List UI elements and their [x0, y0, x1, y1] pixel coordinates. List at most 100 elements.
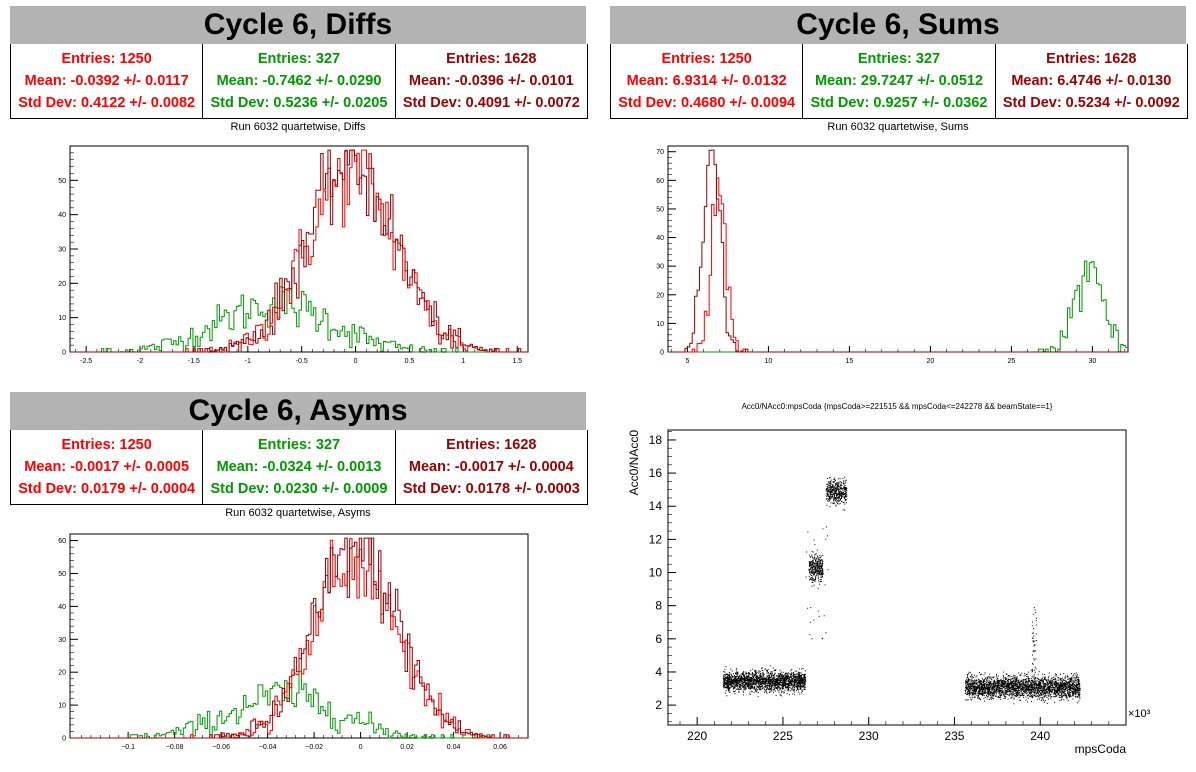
- scatter-point: [1060, 681, 1062, 683]
- scatter-point: [839, 494, 841, 496]
- scatter-point: [1070, 685, 1072, 687]
- scatter-point: [739, 685, 741, 687]
- scatter-point: [751, 687, 753, 689]
- scatter-point: [760, 681, 762, 683]
- scatter-point: [733, 687, 735, 689]
- scatter-point: [826, 500, 828, 502]
- scatter-point: [749, 682, 751, 684]
- scatter-point: [776, 682, 778, 684]
- histogram-series: [70, 670, 528, 739]
- scatter-point: [744, 680, 746, 682]
- scatter-point: [760, 685, 762, 687]
- scatter-point: [835, 499, 837, 501]
- scatter-point: [1064, 683, 1066, 685]
- scatter-point: [810, 565, 812, 567]
- scatter-point: [800, 688, 802, 690]
- scatter-point: [1079, 687, 1081, 689]
- scatter-point: [976, 675, 978, 677]
- scatter-point: [843, 487, 845, 489]
- scatter-point: [836, 494, 838, 496]
- y-tick-label: 10: [58, 703, 66, 710]
- scatter-point: [816, 561, 818, 563]
- scatter-point: [780, 681, 782, 683]
- scatter-point: [841, 485, 843, 487]
- scatter-point: [836, 489, 838, 491]
- scatter-point: [738, 678, 740, 680]
- scatter-point: [828, 491, 830, 493]
- scatter-point: [999, 697, 1001, 699]
- y-tick-label: 30: [656, 264, 664, 271]
- scatter-point: [737, 680, 739, 682]
- scatter-point: [767, 677, 769, 679]
- scatter-point: [1005, 688, 1007, 690]
- scatter-point: [828, 477, 830, 479]
- scatter-point: [737, 671, 739, 673]
- scatter-point: [776, 681, 778, 683]
- scatter-point: [726, 676, 728, 678]
- scatter-point: [755, 676, 757, 678]
- scatter-point: [815, 559, 817, 561]
- scatter-point: [753, 691, 755, 693]
- scatter-point: [1020, 691, 1022, 693]
- scatter-point: [1027, 697, 1029, 699]
- scatter-point: [969, 690, 971, 692]
- scatter-point: [740, 678, 742, 680]
- scatter-point: [803, 682, 805, 684]
- scatter-point: [990, 686, 992, 688]
- scatter-point: [819, 557, 821, 559]
- scatter-point: [1071, 688, 1073, 690]
- scatter-point: [970, 688, 972, 690]
- scatter-point: [799, 683, 801, 685]
- scatter-point: [772, 680, 774, 682]
- scatter-point: [969, 672, 971, 674]
- scatter-point: [1045, 692, 1047, 694]
- scatter-point: [727, 686, 729, 688]
- scatter-point: [776, 680, 778, 682]
- scatter-point: [771, 689, 773, 691]
- scatter-point: [989, 687, 991, 689]
- scatter-point: [1051, 691, 1053, 693]
- scatter-point: [785, 686, 787, 688]
- scatter-point: [755, 689, 757, 691]
- scatter-point: [729, 679, 731, 681]
- scatter-point: [834, 487, 836, 489]
- scatter-point: [742, 673, 744, 675]
- scatter-point: [1016, 693, 1018, 695]
- scatter-point: [771, 674, 773, 676]
- scatter-point: [811, 568, 813, 570]
- y-tick-label: 20: [656, 292, 664, 299]
- scatter-point: [796, 680, 798, 682]
- scatter-point: [1031, 682, 1033, 684]
- scatter-point: [1017, 685, 1019, 687]
- scatter-point: [803, 683, 805, 685]
- scatter-point: [838, 496, 840, 498]
- scatter-point: [736, 684, 738, 686]
- scatter-point: [845, 498, 847, 500]
- scatter-point: [788, 677, 790, 679]
- scatter-point: [786, 673, 788, 675]
- scatter-point: [981, 673, 983, 675]
- scatter-point: [1011, 688, 1013, 690]
- scatter-point: [728, 678, 730, 680]
- scatter-point: [1072, 692, 1074, 694]
- scatter-point: [789, 679, 791, 681]
- scatter-point: [1037, 698, 1039, 700]
- scatter-point: [757, 685, 759, 687]
- scatter-point: [839, 488, 841, 490]
- scatter-point: [759, 686, 761, 688]
- scatter-point: [817, 563, 819, 565]
- x-tick-label: −0.08: [166, 744, 184, 751]
- scatter-point: [1069, 691, 1071, 693]
- scatter-point: [998, 687, 1000, 689]
- scatter-point: [845, 502, 847, 504]
- scatter-point: [774, 679, 776, 681]
- scatter-point: [829, 486, 831, 488]
- scatter-point: [1002, 691, 1004, 693]
- scatter-point: [780, 674, 782, 676]
- scatter-point: [761, 684, 763, 686]
- scatter-point: [796, 688, 798, 690]
- scatter-point: [814, 567, 816, 569]
- scatter-point: [838, 492, 840, 494]
- scatter-point: [756, 671, 758, 673]
- x-tick-label: -2.5: [80, 358, 92, 365]
